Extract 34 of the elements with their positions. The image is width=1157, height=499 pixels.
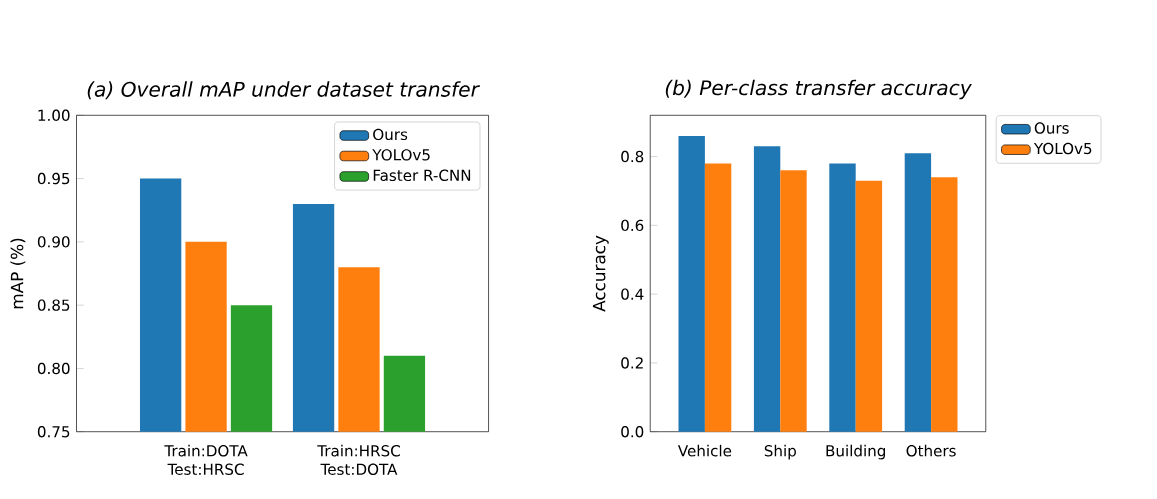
legend-label: Faster R-CNN [373, 169, 471, 182]
bar [704, 163, 732, 432]
bar [678, 136, 705, 432]
bar [931, 177, 958, 432]
chart-title: (a) Overall mAP under dataset transfer [87, 81, 480, 100]
legend-label: YOLOv5 [1033, 142, 1092, 155]
x-tick-label: Others [906, 444, 956, 457]
y-axis-title: Accuracy [592, 235, 609, 312]
legend-label: Ours [1034, 122, 1069, 134]
y-tick-label: 0.95 [37, 173, 70, 185]
x-tick-label: Train:DOTA Test:HRSC [164, 444, 248, 476]
y-tick-label: 0.75 [37, 426, 70, 438]
y-tick-label: 0.0 [621, 426, 644, 438]
x-tick-label: Vehicle [677, 444, 732, 457]
y-tick-label: 0.80 [37, 362, 70, 375]
legend-label: YOLOv5 [372, 149, 430, 161]
bar [753, 146, 781, 432]
y-tick-label: 0.90 [37, 236, 70, 248]
y-tick-label: 0.4 [621, 288, 644, 301]
y-tick-label: 0.2 [621, 357, 643, 369]
y-tick-label: 0.6 [621, 219, 644, 232]
y-tick-label: 0.8 [621, 151, 644, 163]
bar [855, 180, 883, 432]
legend-label: Ours [373, 128, 408, 141]
bar [780, 170, 807, 432]
x-tick-label: Ship [764, 444, 796, 460]
y-tick-label: 1.00 [38, 109, 70, 122]
y-tick-label: 0.85 [37, 299, 70, 312]
bar [829, 163, 856, 432]
x-tick-label: Building [826, 444, 886, 460]
y-axis-title: mAP (%) [10, 238, 26, 309]
x-tick-label: Train:HRSC Test:DOTA [317, 444, 400, 476]
bar [904, 153, 932, 432]
chart-title: (b) Per-class transfer accuracy [665, 79, 972, 100]
